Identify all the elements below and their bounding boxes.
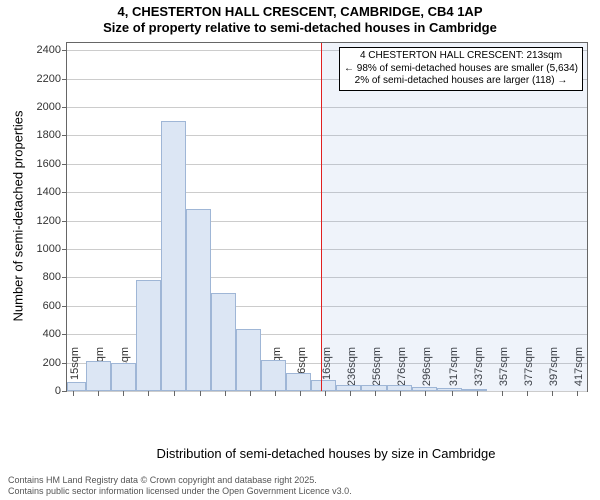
y-tick-label: 600 — [43, 300, 67, 312]
histogram-bar — [111, 363, 136, 391]
histogram-bar — [336, 385, 361, 391]
chart-title-line1: 4, CHESTERTON HALL CRESCENT, CAMBRIDGE, … — [0, 4, 600, 20]
x-axis-title: Distribution of semi-detached houses by … — [157, 446, 496, 461]
annotation-line: ← 98% of semi-detached houses are smalle… — [344, 63, 578, 76]
y-tick-label: 400 — [43, 328, 67, 340]
y-tick-label: 200 — [43, 357, 67, 369]
histogram-bar — [311, 380, 336, 391]
chart-title-block: 4, CHESTERTON HALL CRESCENT, CAMBRIDGE, … — [0, 0, 600, 37]
y-tick-label: 0 — [55, 385, 67, 397]
histogram-bar — [67, 382, 86, 391]
y-tick-label: 800 — [43, 271, 67, 283]
histogram-bar — [136, 280, 161, 391]
histogram-bar — [211, 293, 236, 391]
histogram-bar — [261, 360, 286, 391]
y-tick-label: 1600 — [37, 158, 67, 170]
shade-region — [321, 43, 587, 391]
y-tick-label: 1800 — [37, 129, 67, 141]
marker-line — [321, 43, 322, 391]
y-tick-label: 1200 — [37, 215, 67, 227]
histogram-bar — [387, 385, 412, 391]
y-tick-label: 2000 — [37, 101, 67, 113]
histogram-bar — [186, 209, 211, 391]
chart-container: 4, CHESTERTON HALL CRESCENT, CAMBRIDGE, … — [0, 0, 600, 500]
y-tick-label: 1400 — [37, 186, 67, 198]
y-tick-label: 2400 — [37, 44, 67, 56]
annotation-line: 4 CHESTERTON HALL CRESCENT: 213sqm — [344, 50, 578, 63]
y-tick-label: 2200 — [37, 73, 67, 85]
chart-title-line2: Size of property relative to semi-detach… — [0, 20, 600, 36]
y-axis-title: Number of semi-detached properties — [11, 111, 26, 322]
annotation-box: 4 CHESTERTON HALL CRESCENT: 213sqm← 98% … — [339, 47, 583, 91]
y-tick-label: 1000 — [37, 243, 67, 255]
histogram-bar — [361, 385, 386, 391]
histogram-bar — [86, 361, 111, 391]
histogram-bar — [412, 387, 437, 391]
annotation-line: 2% of semi-detached houses are larger (1… — [344, 75, 578, 88]
footer-line2: Contains public sector information licen… — [8, 486, 352, 497]
histogram-bar — [437, 388, 462, 391]
plot-area: 0200400600800100012001400160018002000220… — [66, 42, 588, 392]
footer-line1: Contains HM Land Registry data © Crown c… — [8, 475, 317, 486]
histogram-bar — [462, 389, 487, 391]
histogram-bar — [161, 121, 186, 391]
histogram-bar — [236, 329, 261, 391]
histogram-bar — [286, 373, 311, 391]
